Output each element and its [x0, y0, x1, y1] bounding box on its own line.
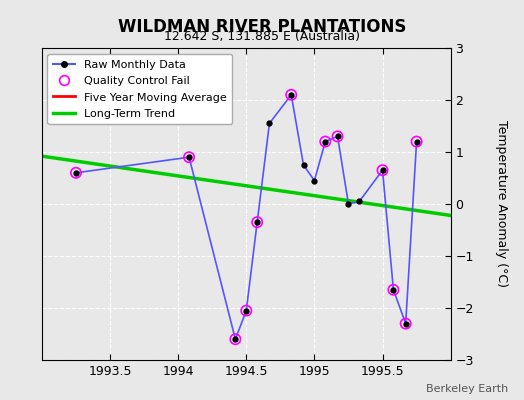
Text: Berkeley Earth: Berkeley Earth: [426, 384, 508, 394]
Legend: Raw Monthly Data, Quality Control Fail, Five Year Moving Average, Long-Term Tren: Raw Monthly Data, Quality Control Fail, …: [48, 54, 233, 124]
Y-axis label: Temperature Anomaly (°C): Temperature Anomaly (°C): [495, 120, 508, 288]
Text: WILDMAN RIVER PLANTATIONS: WILDMAN RIVER PLANTATIONS: [118, 18, 406, 36]
Point: [378, 167, 387, 174]
Point: [333, 133, 342, 140]
Point: [231, 336, 239, 342]
Point: [412, 138, 421, 145]
Point: [253, 219, 261, 225]
Point: [287, 92, 296, 98]
Point: [242, 307, 250, 314]
Point: [321, 138, 330, 145]
Point: [72, 170, 80, 176]
Text: 12.642 S, 131.885 E (Australia): 12.642 S, 131.885 E (Australia): [164, 30, 360, 43]
Point: [401, 320, 410, 327]
Point: [185, 154, 193, 160]
Point: [389, 286, 398, 293]
